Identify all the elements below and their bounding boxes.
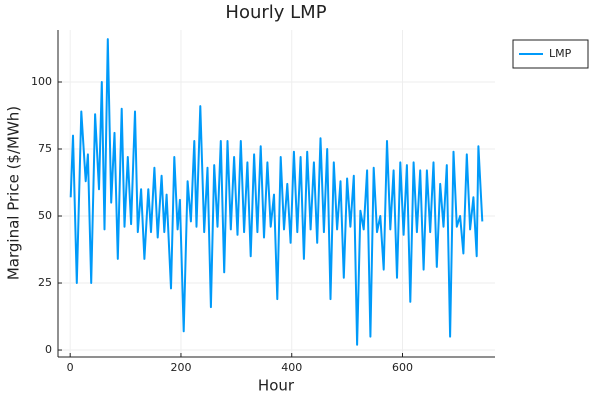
line-series: [69, 38, 484, 346]
x-axis-label: Hour: [258, 377, 295, 395]
y-axis-label: Marginal Price ($/MWh): [5, 106, 23, 280]
chart-title: Hourly LMP: [225, 2, 326, 23]
legend-label: LMP: [549, 47, 572, 60]
y-tick-label: 75: [38, 142, 52, 155]
y-tick-label: 0: [45, 343, 52, 356]
y-tick-label: 25: [38, 276, 52, 289]
x-tick-label: 600: [392, 361, 413, 374]
y-tick-label: 50: [38, 209, 52, 222]
x-tick-label: 200: [170, 361, 191, 374]
x-tick-label: 400: [281, 361, 302, 374]
x-tick-label: 0: [67, 361, 74, 374]
y-tick-label: 100: [31, 75, 52, 88]
